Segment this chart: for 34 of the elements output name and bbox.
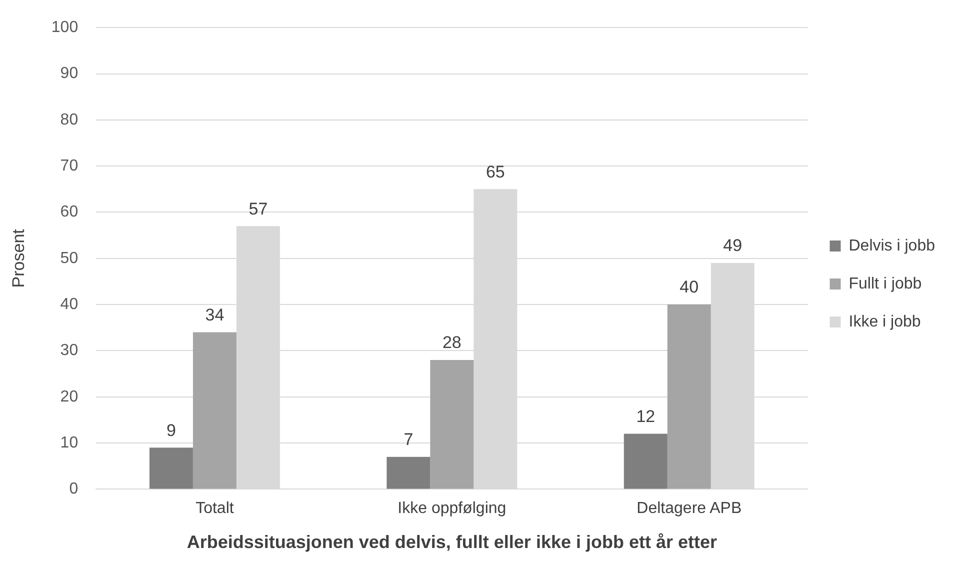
legend-label: Ikke i jobb <box>848 313 921 330</box>
x-tick-label: Ikke oppfølging <box>398 500 506 518</box>
x-tick-label: Totalt <box>196 500 234 518</box>
y-tick-label: 10 <box>60 434 78 452</box>
bar <box>624 434 668 489</box>
data-label: 57 <box>248 199 268 218</box>
data-label: 7 <box>404 430 414 450</box>
data-label: 34 <box>205 305 224 324</box>
y-tick-label: 30 <box>60 342 78 360</box>
legend-label: Delvis i jobb <box>848 237 936 254</box>
x-tick-label: Deltagere APB <box>636 500 742 518</box>
y-tick-label: 60 <box>60 204 78 221</box>
data-label: 28 <box>442 333 462 352</box>
data-label: 65 <box>486 162 505 182</box>
bar <box>430 360 474 489</box>
bar <box>149 448 193 489</box>
data-label: 12 <box>636 406 656 426</box>
legend-label: Fullt i jobb <box>848 275 922 292</box>
bar <box>386 456 430 489</box>
y-tick-label: 80 <box>60 111 78 128</box>
bar <box>192 332 236 489</box>
y-tick-label: 70 <box>60 157 78 174</box>
bar <box>667 304 711 489</box>
y-tick-label: 0 <box>69 480 78 498</box>
data-label: 40 <box>680 278 699 297</box>
y-axis-title: Prosent <box>8 228 28 288</box>
data-label: 9 <box>166 420 176 440</box>
y-tick-label: 20 <box>60 388 78 406</box>
y-tick-label: 40 <box>60 296 78 313</box>
y-tick-label: 100 <box>51 19 78 36</box>
y-tick-label: 90 <box>60 65 78 82</box>
x-axis-title: Arbeidssituasjonen ved delvis, fullt eller ikke i jobb ett år etter <box>186 532 717 552</box>
data-label: 49 <box>723 236 742 256</box>
y-tick-label: 50 <box>60 250 78 267</box>
